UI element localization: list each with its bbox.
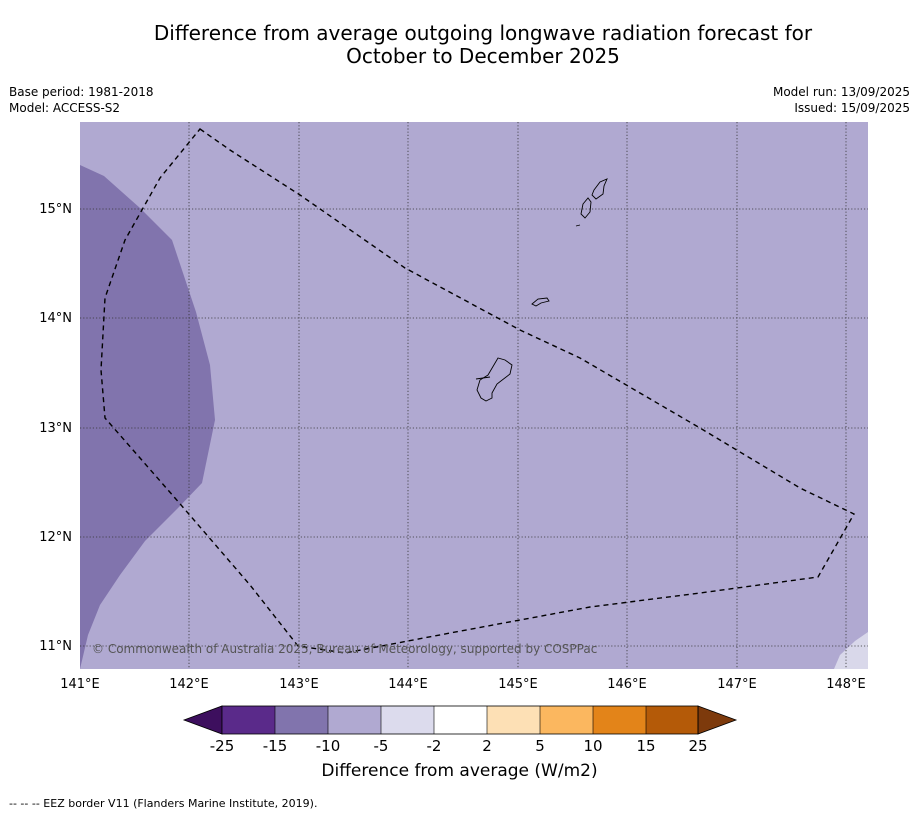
meta-left: Base period: 1981-2018 Model: ACCESS-S2 <box>9 84 154 116</box>
colorbar-tick: -10 <box>316 737 341 755</box>
island-guam-peninsula <box>475 376 491 380</box>
lat-label: 13°N <box>39 421 72 436</box>
title-line-2: October to December 2025 <box>346 44 620 68</box>
map-panel: © Commonwealth of Australia 2025, Bureau… <box>80 122 868 669</box>
colorbar-tick: 15 <box>636 737 655 755</box>
lon-label: 145°E <box>498 677 538 692</box>
lon-label: 148°E <box>826 677 866 692</box>
island-aguijan <box>575 224 581 227</box>
lon-label: 147°E <box>717 677 757 692</box>
islands <box>475 178 608 402</box>
model-run-text: Model run: 13/09/2025 <box>772 85 910 99</box>
map-title: Difference from average outgoing longwav… <box>0 22 919 68</box>
colorbar-swatch <box>275 706 328 734</box>
lat-label: 11°N <box>39 639 72 654</box>
colorbar-tick: 10 <box>583 737 602 755</box>
colorbar-dividers <box>274 706 647 734</box>
colorbar-tick: 2 <box>482 737 492 755</box>
colorbar-tick: 25 <box>688 737 707 755</box>
title-line-1: Difference from average outgoing longwav… <box>153 21 813 45</box>
colorbar-frame <box>221 705 699 735</box>
colorbar-swatch <box>593 706 646 734</box>
colorbar-tick: 5 <box>535 737 545 755</box>
strong-anomaly-region <box>80 165 215 669</box>
colorbar-swatch <box>646 706 698 734</box>
island-rota <box>531 297 550 307</box>
eez-footnote: -- -- -- EEZ border V11 (Flanders Marine… <box>9 797 318 810</box>
colorbar-swatch <box>487 706 540 734</box>
graticule <box>80 122 868 669</box>
colorbar-swatch <box>328 706 381 734</box>
colorbar-tick: -2 <box>427 737 442 755</box>
lon-label: 143°E <box>279 677 319 692</box>
colorbar-tick: -25 <box>210 737 235 755</box>
island-guam <box>476 357 513 402</box>
colorbar-title: Difference from average (W/m2) <box>321 761 598 781</box>
issued-text: Issued: 15/09/2025 <box>794 101 910 115</box>
island-saipan <box>591 178 608 200</box>
lat-label: 15°N <box>39 202 72 217</box>
colorbar-swatch <box>381 706 434 734</box>
lon-label: 141°E <box>60 677 100 692</box>
colorbar-extend-low <box>182 705 223 735</box>
eez-border <box>100 128 855 654</box>
lon-label: 146°E <box>607 677 647 692</box>
colorbar-tick: -15 <box>263 737 288 755</box>
lat-label: 12°N <box>39 530 72 545</box>
weak-anomaly-region <box>834 632 868 669</box>
lat-axis-labels: 15°N 14°N 13°N 12°N 11°N <box>39 202 72 654</box>
colorbar-swatch <box>540 706 593 734</box>
lat-label: 14°N <box>39 311 72 326</box>
lon-label: 144°E <box>388 677 428 692</box>
meta-right: Model run: 13/09/2025 Issued: 15/09/2025 <box>773 84 910 116</box>
copyright-text: © Commonwealth of Australia 2025, Bureau… <box>92 642 597 656</box>
colorbar-swatch <box>434 706 487 734</box>
colorbar-tick: -5 <box>374 737 389 755</box>
model-text: Model: ACCESS-S2 <box>9 101 121 115</box>
base-period-text: Base period: 1981-2018 <box>9 85 154 99</box>
colorbar-extend-high <box>697 705 738 735</box>
colorbar: -25 -15 -10 -5 -2 2 5 10 15 25 <box>182 705 738 755</box>
lon-label: 142°E <box>169 677 209 692</box>
lon-axis-labels: 141°E 142°E 143°E 144°E 145°E 146°E 147°… <box>60 677 866 692</box>
colorbar-swatch <box>222 706 275 734</box>
island-tinian <box>580 197 592 219</box>
